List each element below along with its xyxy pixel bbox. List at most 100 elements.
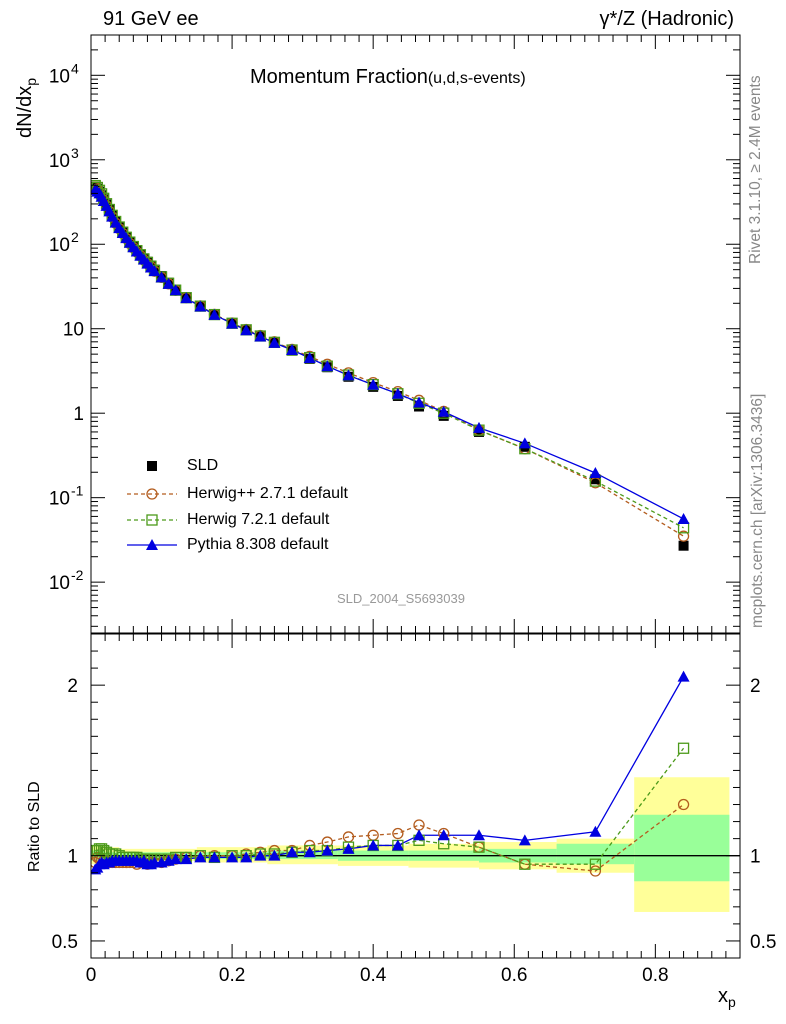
- ratio-y-tick-label-r-2: 2: [750, 676, 761, 697]
- ratio-point-s2-22: [169, 853, 182, 865]
- band-inner-9: [556, 843, 635, 865]
- chart-subtitle: (u,d,s-events): [427, 70, 526, 87]
- ratio-point-s2-36: [413, 829, 426, 841]
- ratio-point-s0-40: [589, 865, 602, 877]
- x-tick-label-2: 0.4: [360, 965, 387, 986]
- main-y-tick-label-3: 10: [63, 320, 84, 341]
- ratio-point-s2-35: [391, 839, 404, 851]
- ratio-point-s2-34: [367, 839, 380, 851]
- header-left-label: 91 GeV ee: [103, 8, 199, 30]
- ratio-point-s2-41: [677, 670, 690, 682]
- ratio-point-s2-38: [472, 829, 485, 841]
- legend-marker-1: [146, 488, 158, 500]
- rivet-version-label: Rivet 3.1.10, ≥ 2.4M events: [747, 75, 764, 264]
- ratio-point-s1-40: [589, 858, 602, 870]
- main-point-s3-35: [391, 387, 404, 399]
- ratio-y-tick-label-l-2: 2: [67, 676, 78, 697]
- ratio-point-s2-33: [342, 842, 355, 854]
- legend-marker-2: [146, 514, 158, 526]
- header-right-label: γ*/Z (Hadronic): [599, 8, 734, 30]
- ratio-point-s2-24: [194, 851, 207, 863]
- ratio-y-tick-label-l-1: 1: [67, 847, 78, 868]
- main-point-s3-28: [254, 330, 267, 342]
- x-tick-label-1: 0.2: [219, 965, 245, 986]
- main-y-tick-label-1: 10: [49, 489, 70, 510]
- ratio-uncertainty-bands: [91, 777, 730, 912]
- main-point-s3-22: [169, 284, 182, 296]
- main-point-s3-29: [268, 336, 281, 348]
- analysis-watermark: SLD_2004_S5693039: [337, 591, 465, 606]
- main-point-s0-41: [678, 540, 689, 551]
- x-tick-label-4: 0.8: [642, 965, 668, 986]
- main-point-s3-40: [589, 466, 602, 478]
- ratio-point-s0-36: [413, 819, 425, 831]
- main-y-tick-label-5: 10: [49, 151, 70, 172]
- main-y-axis-label: dN/dxp: [14, 77, 39, 138]
- main-point-s3-32: [321, 360, 334, 372]
- ratio-point-s2-23: [180, 853, 193, 865]
- ratio-point-s2-29: [268, 849, 281, 861]
- main-y-tick-exp-1: -1: [71, 483, 84, 499]
- legend-marker-0: [147, 461, 157, 471]
- ratio-point-s2-39: [518, 834, 531, 846]
- main-point-s3-19: [148, 265, 161, 277]
- main-point-s3-41: [677, 512, 690, 524]
- ratio-point-s2-37: [437, 829, 450, 841]
- main-y-tick-exp-4: 2: [71, 229, 79, 245]
- main-point-s3-34: [367, 378, 380, 390]
- mcplots-credit-label: mcplots.cern.ch [arXiv:1306.3436]: [749, 393, 766, 628]
- main-point-s3-20: [155, 271, 168, 283]
- ratio-y-tick-label-r-0: 0.5: [750, 932, 776, 953]
- main-point-s3-26: [226, 317, 239, 329]
- legend: [127, 461, 177, 550]
- ratio-point-s1-38: [473, 841, 485, 853]
- chart-title-main: Momentum Fraction: [250, 66, 428, 88]
- x-axis-label: xp: [718, 985, 736, 1010]
- ratio-y-tick-label-r-1: 1: [750, 847, 761, 868]
- band-inner-10: [634, 814, 730, 882]
- main-y-tick-exp-6: 4: [71, 60, 79, 76]
- main-point-s3-39: [518, 437, 531, 449]
- x-tick-label-3: 0.6: [501, 965, 527, 986]
- ratio-point-s1-39: [519, 858, 531, 870]
- legend-label-pythia: Pythia 8.308 default: [187, 536, 329, 553]
- main-y-tick-label-4: 10: [49, 235, 70, 256]
- ratio-point-s2-27: [240, 851, 253, 863]
- ratio-point-s0-41: [677, 798, 690, 811]
- legend-label-sld: SLD: [187, 457, 219, 474]
- ratio-point-s1-41: [677, 742, 690, 754]
- legend-marker-3: [146, 539, 158, 550]
- ratio-point-s2-31: [303, 846, 316, 858]
- ratio-point-s2-30: [286, 846, 299, 858]
- main-point-s3-25: [208, 308, 221, 320]
- ratio-point-s0-35: [392, 827, 404, 840]
- main-y-tick-label-0: 10: [49, 573, 70, 594]
- main-y-tick-exp-5: 3: [71, 145, 79, 161]
- main-point-s3-23: [180, 292, 193, 304]
- ratio-y-axis-label: Ratio to SLD: [26, 781, 43, 872]
- band-inner-5: [267, 850, 338, 860]
- main-point-s3-36: [413, 396, 426, 408]
- main-point-s3-38: [472, 421, 485, 433]
- legend-label-herwig7: Herwig 7.2.1 default: [187, 511, 330, 528]
- main-point-s1-41: [677, 530, 690, 542]
- main-series-group: [91, 179, 690, 551]
- main-point-s3-37: [437, 405, 450, 417]
- legend-label-herwigpp: Herwig++ 2.7.1 default: [187, 485, 348, 502]
- main-point-s3-33: [342, 369, 355, 381]
- x-tick-label-0: 0: [86, 965, 97, 986]
- ratio-point-s2-28: [254, 849, 267, 861]
- ratio-point-s2-40: [589, 825, 602, 837]
- chart-title: Momentum Fraction(u,d,s-events): [250, 66, 526, 89]
- ratio-point-s2-25: [208, 851, 221, 863]
- main-y-tick-exp-0: -2: [71, 567, 84, 583]
- ratio-point-s2-32: [321, 844, 334, 856]
- main-point-s3-30: [286, 343, 299, 355]
- ratio-series-group: [91, 670, 690, 877]
- main-point-s0-40: [590, 474, 601, 485]
- main-point-s3-31: [303, 352, 316, 364]
- main-y-tick-label-6: 10: [49, 66, 70, 87]
- main-point-s3-21: [162, 277, 175, 289]
